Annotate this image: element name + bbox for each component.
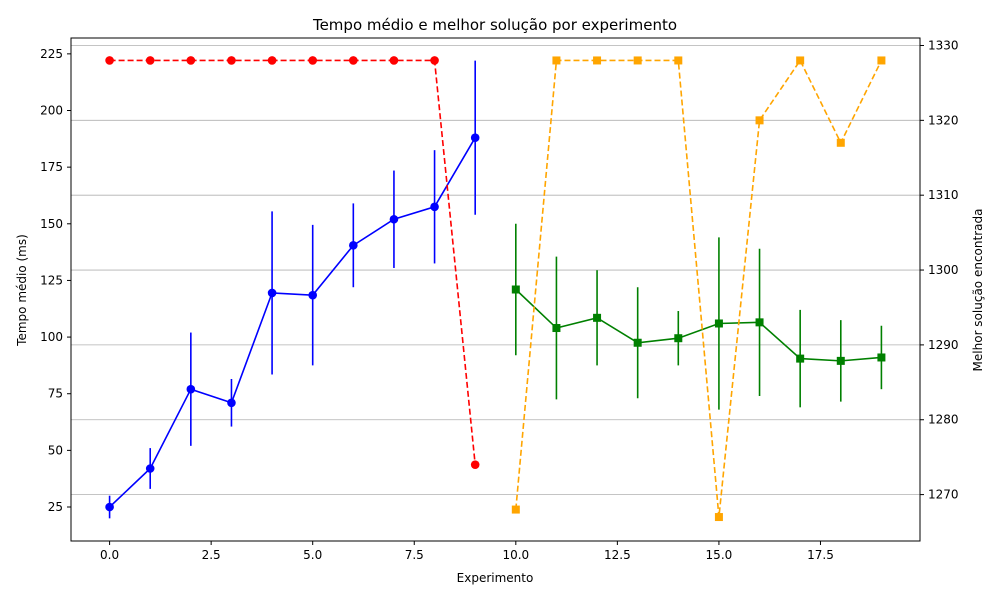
series-0-point-3 <box>227 398 236 408</box>
x-tick-label-3: 7.5 <box>405 548 424 562</box>
series-2-point-6 <box>349 56 358 65</box>
series-2-point-0 <box>105 56 114 65</box>
y2-tick-label-3: 1300 <box>928 263 959 277</box>
series-1-point-1 <box>552 324 561 333</box>
series-3-line <box>515 58 883 518</box>
series-0 <box>105 60 480 519</box>
series-0-point-1 <box>145 464 155 473</box>
y-axis-left: 25 50 75 100 125 150 175 200 225 <box>40 47 71 514</box>
y2-tick-label-1: 1280 <box>928 413 959 427</box>
series-2-point-2 <box>186 56 196 65</box>
series-3-point-9 <box>877 56 886 65</box>
y-tick-label-8: 225 <box>40 47 63 61</box>
series-0-point-4 <box>267 288 277 298</box>
x-tick-label-6: 15.0 <box>706 548 733 562</box>
series-0-point-5 <box>308 290 318 300</box>
y-tick-label-6: 175 <box>40 160 63 174</box>
series-3-point-6 <box>755 116 764 125</box>
series-0-point-6 <box>349 241 358 250</box>
series-3 <box>511 56 886 522</box>
series-1-point-7 <box>796 354 805 363</box>
y-tick-label-7: 200 <box>40 104 63 118</box>
series-3-point-7 <box>796 56 805 65</box>
y-tick-label-2: 75 <box>48 387 63 401</box>
series-3-point-8 <box>836 138 845 147</box>
y2-tick-label-0: 1270 <box>928 488 959 502</box>
x-axis: 0.0 2.5 5.0 7.5 10.0 12.5 15.0 17.5 <box>100 541 834 562</box>
series-2 <box>105 56 480 469</box>
y-tick-label-3: 100 <box>40 330 63 344</box>
series-2-point-3 <box>227 56 236 65</box>
series-1 <box>511 223 886 410</box>
plot-frame <box>70 37 921 542</box>
series-3-point-0 <box>511 505 520 514</box>
series-3-point-5 <box>714 513 723 522</box>
series-3-point-2 <box>593 56 602 65</box>
series-0-point-0 <box>105 502 114 512</box>
x-tick-label-7: 17.5 <box>807 548 834 562</box>
series-0-line <box>109 137 476 508</box>
series-1-point-3 <box>633 338 642 347</box>
series-3-point-3 <box>633 56 642 65</box>
grid-lines <box>71 45 920 495</box>
chart-title: Tempo médio e melhor solução por experim… <box>312 16 677 34</box>
y2-tick-label-4: 1310 <box>928 188 959 202</box>
y2-tick-label-5: 1320 <box>928 113 959 127</box>
series-2-point-7 <box>389 56 399 65</box>
y-axis-left-title: Tempo médio (ms) <box>15 234 29 347</box>
y-axis-right: 1270 1280 1290 1300 1310 1320 1330 <box>920 38 959 502</box>
series-0-point-2 <box>186 384 196 394</box>
series-1-point-0 <box>511 285 520 294</box>
x-axis-title: Experimento <box>457 571 534 585</box>
series-1-point-9 <box>877 353 886 362</box>
series-1-point-6 <box>755 318 764 327</box>
series-2-line <box>109 59 476 465</box>
series-0-point-9 <box>470 133 480 142</box>
x-tick-label-4: 10.0 <box>502 548 529 562</box>
series-2-point-4 <box>267 56 277 65</box>
y-tick-label-4: 125 <box>40 273 63 287</box>
series-2-point-1 <box>145 56 155 65</box>
series-2-point-9 <box>470 460 480 469</box>
y-axis-right-title: Melhor solução encontrada <box>971 209 985 372</box>
x-tick-label-1: 2.5 <box>202 548 221 562</box>
series-1-point-8 <box>836 356 845 365</box>
x-tick-label-0: 0.0 <box>100 548 119 562</box>
y2-tick-label-2: 1290 <box>928 338 959 352</box>
series-1-point-2 <box>593 313 602 322</box>
plot-area <box>105 56 886 522</box>
series-0-point-7 <box>389 214 399 224</box>
y2-tick-label-6: 1330 <box>928 38 959 52</box>
series-2-point-8 <box>430 56 439 65</box>
y-tick-label-1: 50 <box>48 443 63 457</box>
x-tick-label-2: 5.0 <box>303 548 322 562</box>
series-3-point-4 <box>674 56 683 65</box>
series-0-point-8 <box>430 202 439 212</box>
series-1-line <box>515 288 882 362</box>
series-3-point-1 <box>552 56 561 65</box>
y-tick-label-0: 25 <box>48 500 63 514</box>
series-2-point-5 <box>308 56 318 65</box>
x-tick-label-5: 12.5 <box>604 548 631 562</box>
series-1-point-5 <box>714 319 723 328</box>
series-1-point-4 <box>674 334 683 343</box>
y-tick-label-5: 150 <box>40 217 63 231</box>
